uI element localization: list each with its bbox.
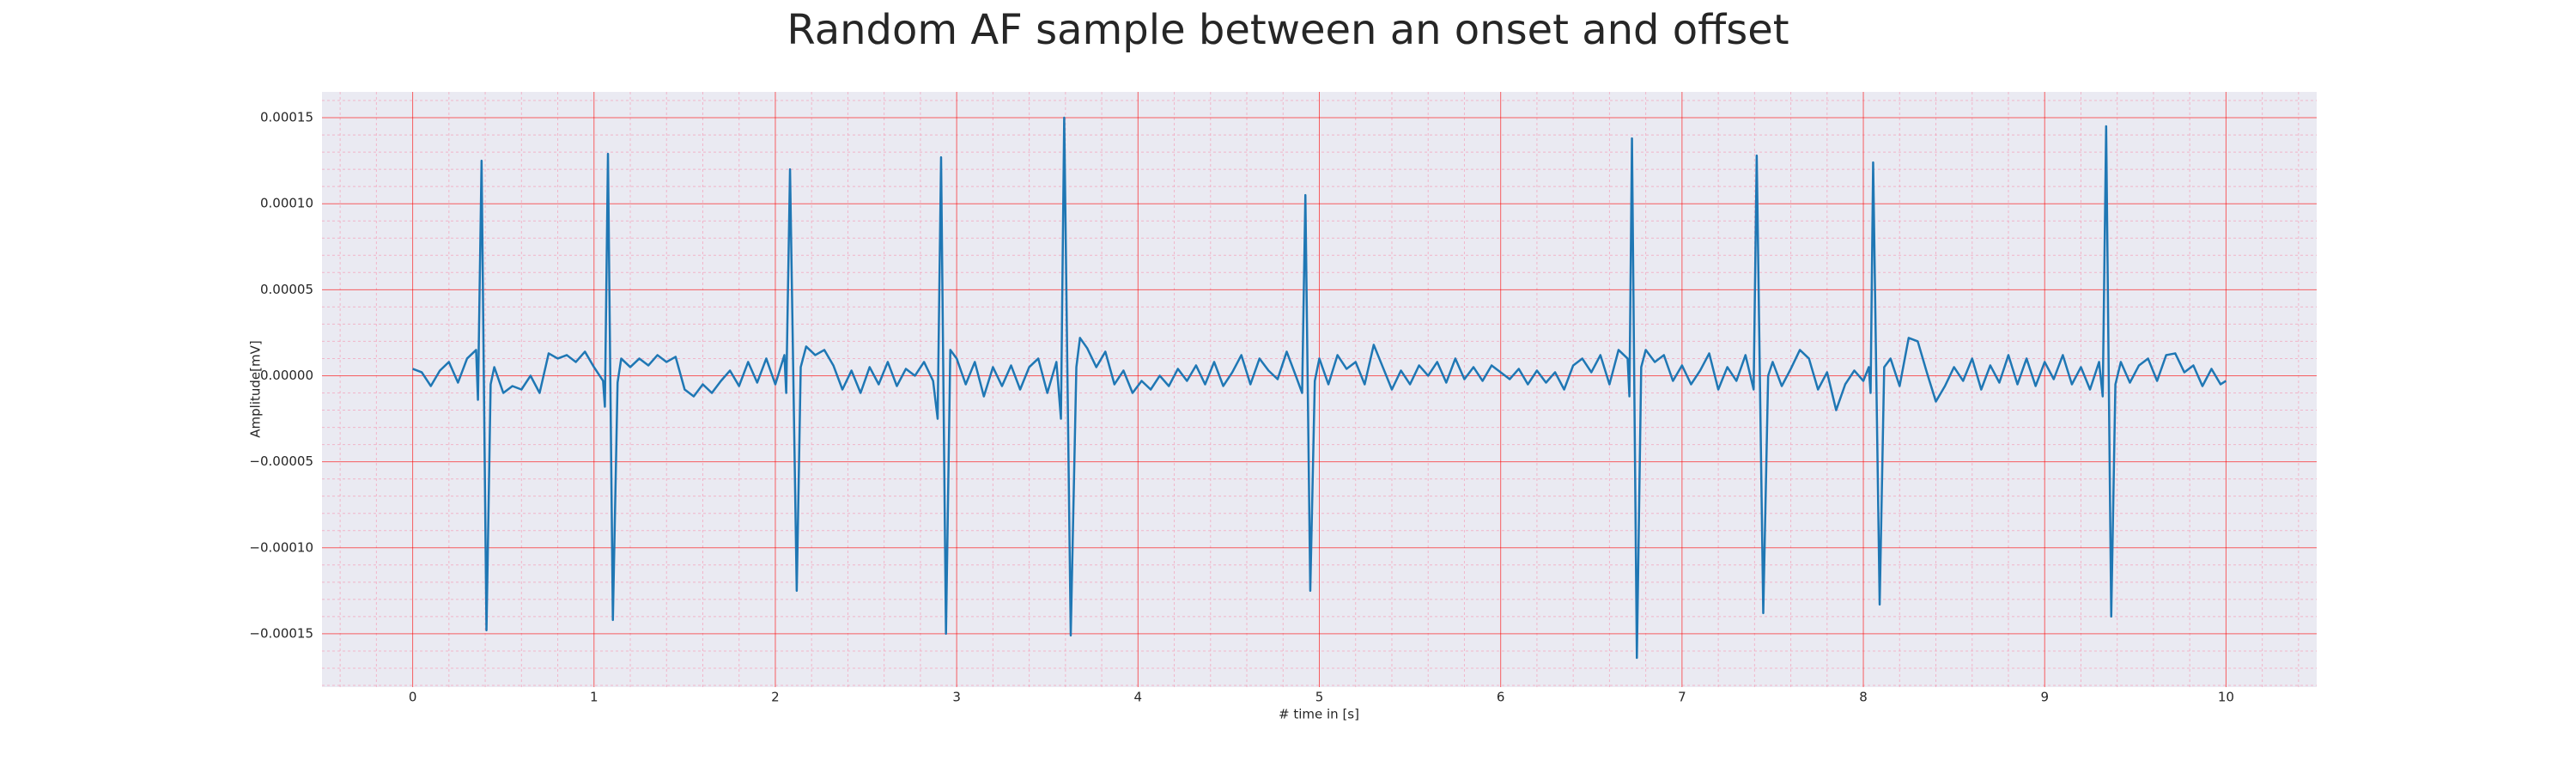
x-tick-label: 5	[1315, 690, 1324, 705]
x-tick-label: 8	[1859, 690, 1868, 705]
x-tick-label: 4	[1134, 690, 1143, 705]
x-tick-label: 10	[2218, 690, 2234, 705]
y-tick-label: −0.00010	[249, 539, 313, 555]
y-axis-label: Amplitude[mV]	[248, 340, 264, 437]
signal-line	[412, 116, 2227, 660]
y-tick-label: 0.00010	[260, 196, 313, 211]
x-tick-label: 1	[590, 690, 598, 705]
x-tick-label: 9	[2040, 690, 2049, 705]
chart-title: Random AF sample between an onset and of…	[787, 6, 1789, 54]
x-tick-label: 6	[1497, 690, 1505, 705]
x-tick-label: 3	[952, 690, 961, 705]
x-tick-label: 2	[771, 690, 780, 705]
x-tick-label: 0	[409, 690, 417, 705]
y-tick-label: 0.00000	[260, 368, 313, 383]
y-tick-label: −0.00015	[249, 625, 313, 641]
y-tick-label: 0.00005	[260, 282, 313, 297]
y-tick-label: 0.00015	[260, 110, 313, 125]
y-tick-label: −0.00005	[249, 453, 313, 469]
x-axis-label: # time in [s]	[1279, 707, 1359, 722]
x-tick-label: 7	[1678, 690, 1686, 705]
